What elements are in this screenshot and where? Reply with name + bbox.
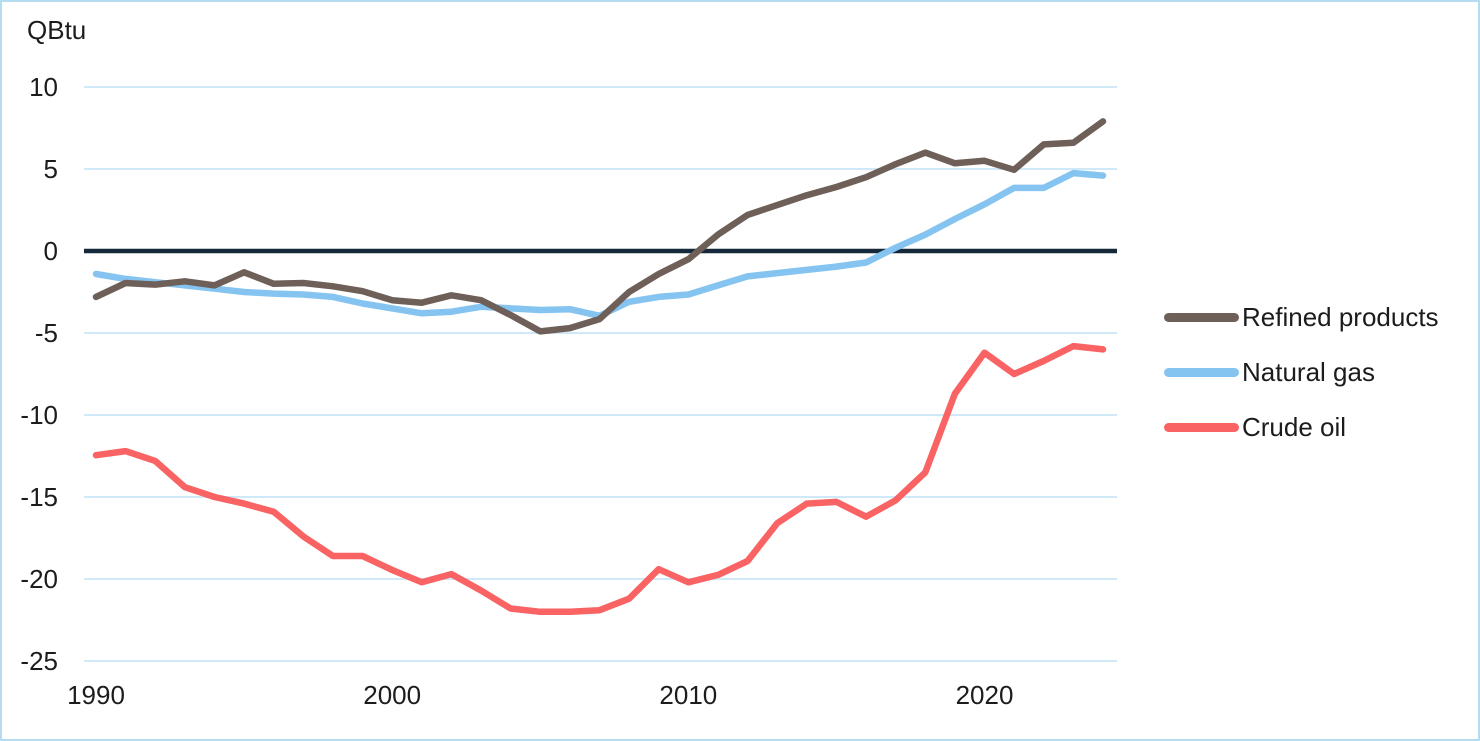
legend-item-crude-oil: Crude oil [1164,408,1439,446]
y-tick-label: 10 [29,72,58,102]
legend-item-refined-products: Refined products [1164,298,1439,336]
legend-label-refined-products: Refined products [1242,301,1439,332]
y-tick-label: -15 [20,482,58,512]
series-line-natural-gas [92,169,1107,320]
series-line-crude-oil [92,342,1107,616]
y-tick-label: 5 [44,154,58,184]
crude-oil-line-swatch [1164,422,1239,432]
legend-item-natural-gas: Natural gas [1164,353,1439,391]
y-axis-unit-label: QBtu [27,15,87,45]
y-tick-label: -10 [20,400,58,430]
natural-gas-line-swatch [1164,367,1239,377]
legend-label-crude-oil: Crude oil [1242,411,1347,442]
x-tick-label: 2010 [659,680,717,710]
x-tick-label: 2000 [363,680,421,710]
legend-label-natural-gas: Natural gas [1242,356,1375,387]
x-tick-label: 2020 [956,680,1014,710]
series-line-refined-products [92,118,1107,335]
y-tick-label: -25 [20,646,58,676]
y-tick-label: -5 [35,318,58,348]
y-tick-label: -20 [20,564,58,594]
refined-products-line-swatch [1164,312,1239,322]
chart-legend: Refined products Natural gas Crude oil [1164,298,1439,463]
x-tick-label: 1990 [67,680,125,710]
y-tick-label: 0 [44,236,58,266]
